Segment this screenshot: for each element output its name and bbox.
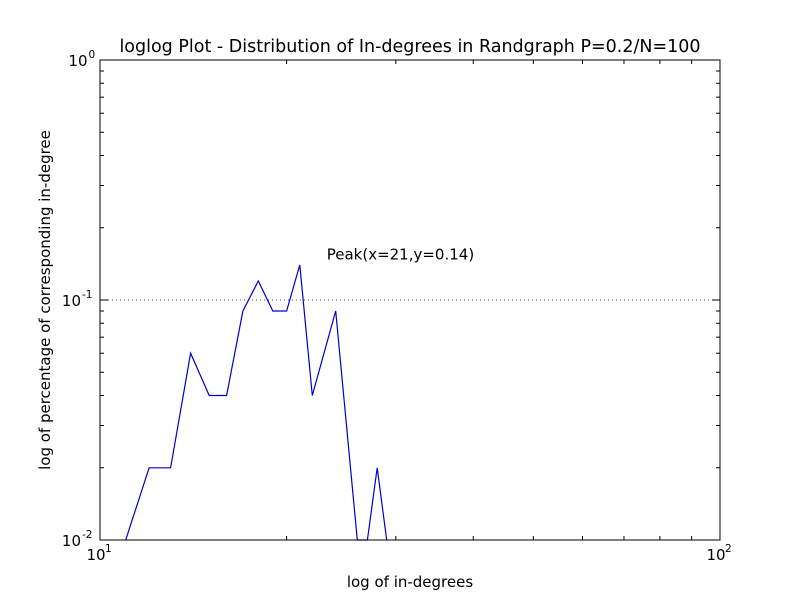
chart-title: loglog Plot - Distribution of In-degrees… [119,37,700,57]
y-tick-label: 10 [62,532,81,550]
y-tick-label: 10 [62,292,81,310]
x-tick-exponent: 1 [105,543,112,555]
x-tick-label: 10 [706,546,725,564]
minor-ticks [100,60,720,540]
plot-frame [99,59,721,541]
y-tick-exponent: 0 [89,49,96,61]
peak-annotation: Peak(x=21,y=0.14) [327,245,474,263]
annotations: Peak(x=21,y=0.14) [327,245,474,263]
x-axis-label: log of in-degrees [347,573,474,591]
y-axis-label: log of percentage of corresponding in-de… [36,130,54,470]
y-tick-exponent: -2 [82,529,92,541]
tick-labels: 10 1 10 210 -210 -110 0 [62,49,732,564]
y-tick-label: 10 [68,52,87,70]
y-tick-exponent: -1 [82,289,92,301]
x-tick-label: 10 [86,546,105,564]
x-tick-exponent: 2 [725,543,732,555]
